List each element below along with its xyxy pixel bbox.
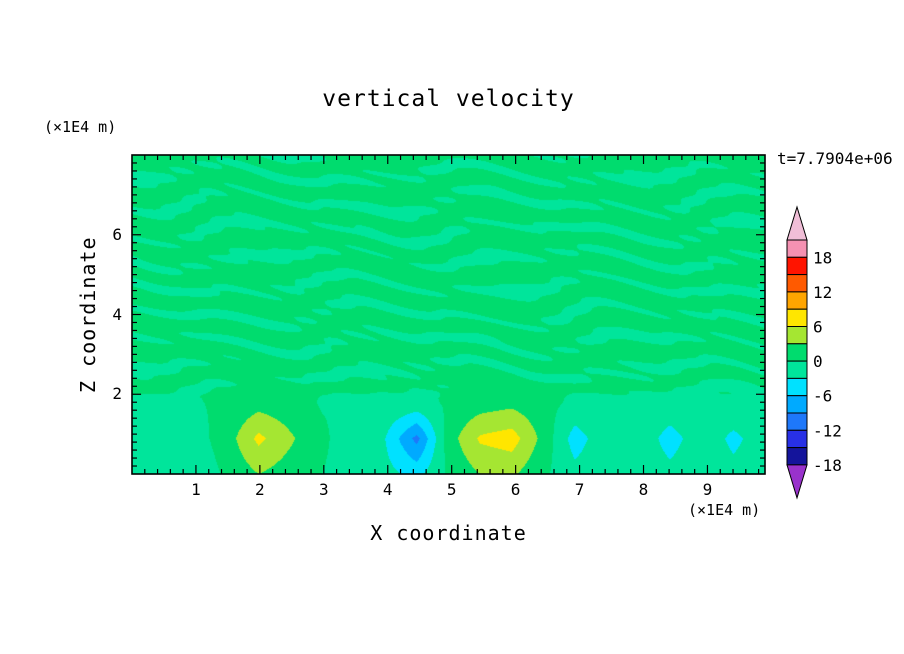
colorbar-tick-label: -6 <box>813 387 832 406</box>
x-tick-label: 2 <box>255 480 265 499</box>
x-axis-unit-label: (×1E4 m) <box>688 501 761 519</box>
colorbar-band <box>786 412 808 431</box>
colorbar-band <box>786 360 808 379</box>
x-tick-label: 8 <box>638 480 649 499</box>
colorbar-upper-arrow <box>786 205 808 241</box>
colorbar-tick-label: -12 <box>813 421 842 440</box>
colorbar-band <box>786 308 808 328</box>
x-axis-label: X coordinate <box>370 521 527 545</box>
colorbar-band <box>786 395 808 414</box>
y-tick-label: 6 <box>112 224 122 244</box>
contour-plot-canvas <box>132 155 765 474</box>
colorbar-band <box>786 326 808 345</box>
colorbar-lower-arrow <box>786 464 808 500</box>
x-tick-label: 1 <box>191 480 201 499</box>
plot-title: vertical velocity <box>322 86 575 112</box>
colorbar-tick-label: 6 <box>813 318 823 337</box>
x-tick-label: 4 <box>382 480 393 499</box>
colorbar-band <box>786 274 808 293</box>
y-axis-unit-label: (×1E4 m) <box>44 118 117 136</box>
x-tick-label: 7 <box>574 480 585 499</box>
colorbar-band <box>786 429 808 449</box>
colorbar-band <box>786 239 808 258</box>
y-tick-label: 4 <box>112 304 122 324</box>
colorbar-tick-label: 12 <box>813 283 832 302</box>
time-label: t=7.7904e+06 <box>777 149 893 168</box>
colorbar-band <box>786 291 808 310</box>
colorbar-band <box>786 343 808 362</box>
x-tick-label: 6 <box>510 480 521 499</box>
x-tick-label: 9 <box>702 480 713 499</box>
colorbar-tick-label: -18 <box>813 456 842 475</box>
colorbar-band <box>786 377 808 397</box>
colorbar-tick-label: 0 <box>813 352 823 371</box>
x-tick-label: 5 <box>446 480 457 499</box>
colorbar-band <box>786 256 808 276</box>
colorbar-band <box>786 447 808 466</box>
y-tick-label: 2 <box>112 384 122 404</box>
x-tick-label: 3 <box>318 480 329 499</box>
colorbar-tick-label: 18 <box>813 248 832 267</box>
